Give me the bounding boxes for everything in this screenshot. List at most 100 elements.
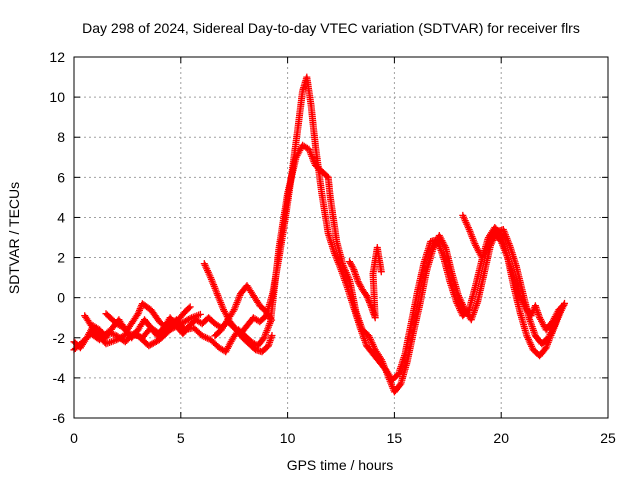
data-marks — [70, 73, 568, 396]
plot-frame — [73, 56, 609, 419]
data-point — [448, 270, 462, 298]
data-point — [311, 161, 324, 174]
data-point — [294, 89, 306, 129]
data-point — [200, 260, 214, 280]
series-track-8 — [459, 211, 568, 334]
data-point — [478, 243, 491, 262]
x-tick-label: 25 — [600, 430, 616, 446]
data-point — [446, 278, 460, 304]
data-point — [102, 337, 119, 348]
data-point — [467, 300, 481, 324]
data-point — [284, 155, 300, 197]
data-point — [549, 307, 562, 326]
data-point — [442, 244, 456, 276]
data-point — [516, 294, 530, 312]
data-point — [440, 254, 453, 284]
x-tick-label: 5 — [177, 430, 185, 446]
data-point — [397, 360, 411, 388]
x-tick-label: 10 — [280, 430, 296, 446]
data-point — [190, 324, 205, 338]
data-point — [213, 290, 227, 312]
data-point — [333, 238, 347, 268]
data-point — [217, 317, 231, 334]
data-point — [369, 272, 379, 322]
data-point — [358, 326, 371, 339]
data-point — [262, 308, 276, 324]
data-point — [188, 310, 204, 322]
y-tick-label: -2 — [53, 330, 66, 346]
data-point — [497, 238, 511, 260]
data-point — [542, 319, 555, 334]
data-point — [422, 247, 436, 276]
data-point — [395, 352, 408, 378]
data-point — [177, 315, 194, 328]
data-point — [147, 306, 162, 324]
series-track-4 — [102, 300, 194, 334]
axis-ticks: 0 5 10 15 20 25 -6 -4 -2 0 2 4 6 8 10 12 — [49, 49, 616, 446]
data-point — [318, 189, 332, 236]
data-point — [230, 291, 244, 314]
data-point — [536, 345, 549, 360]
data-point — [324, 230, 338, 256]
data-point — [305, 145, 319, 167]
data-point — [123, 311, 141, 334]
data-point — [403, 330, 417, 366]
data-point — [249, 292, 263, 308]
data-point — [292, 143, 306, 161]
data-point — [326, 193, 340, 244]
data-point — [555, 301, 568, 314]
data-point — [373, 244, 385, 276]
data-point — [254, 335, 267, 350]
data-point — [459, 211, 472, 232]
y-tick-label: -4 — [53, 370, 66, 386]
data-point — [224, 307, 237, 324]
y-tick-label: -6 — [53, 410, 66, 426]
x-tick-label: 0 — [70, 430, 78, 446]
data-point — [258, 343, 271, 356]
data-point — [408, 288, 421, 326]
data-point — [544, 324, 558, 342]
data-point — [211, 327, 224, 340]
data-point — [363, 342, 376, 356]
data-point — [264, 332, 276, 350]
data-point — [506, 242, 520, 268]
data-point — [510, 284, 524, 316]
y-tick-label: 2 — [57, 250, 65, 266]
data-point — [465, 284, 479, 314]
series-track-7 — [346, 244, 385, 322]
data-point — [134, 301, 146, 318]
y-axis-label: SDTVAR / TECUs — [6, 182, 22, 294]
data-point — [435, 232, 449, 250]
data-point — [346, 258, 357, 272]
x-tick-label: 20 — [493, 430, 509, 446]
data-point — [307, 101, 319, 147]
data-point — [455, 292, 468, 312]
data-point — [339, 262, 353, 282]
x-axis-label: GPS time / hours — [287, 457, 394, 473]
data-point — [239, 334, 252, 347]
data-point — [232, 326, 246, 340]
y-tick-label: 4 — [57, 209, 65, 225]
data-point — [303, 73, 315, 107]
data-point — [215, 344, 228, 355]
data-point — [256, 302, 269, 314]
data-point — [516, 310, 530, 338]
data-point — [337, 266, 351, 290]
series-track-6 — [211, 282, 276, 340]
data-point — [102, 310, 119, 326]
data-point — [512, 262, 526, 294]
data-point — [243, 282, 256, 298]
data-point — [354, 278, 365, 292]
grid — [74, 57, 608, 418]
chart-title: Day 298 of 2024, Sidereal Day-to-day VTE… — [82, 20, 580, 36]
y-tick-label: 8 — [57, 129, 65, 145]
x-tick-label: 15 — [387, 430, 403, 446]
data-point — [358, 286, 370, 298]
data-point — [410, 302, 424, 336]
data-point — [538, 335, 551, 348]
data-point — [181, 303, 194, 316]
data-point — [352, 308, 366, 332]
y-tick-label: 12 — [49, 49, 65, 65]
data-point — [198, 332, 213, 343]
